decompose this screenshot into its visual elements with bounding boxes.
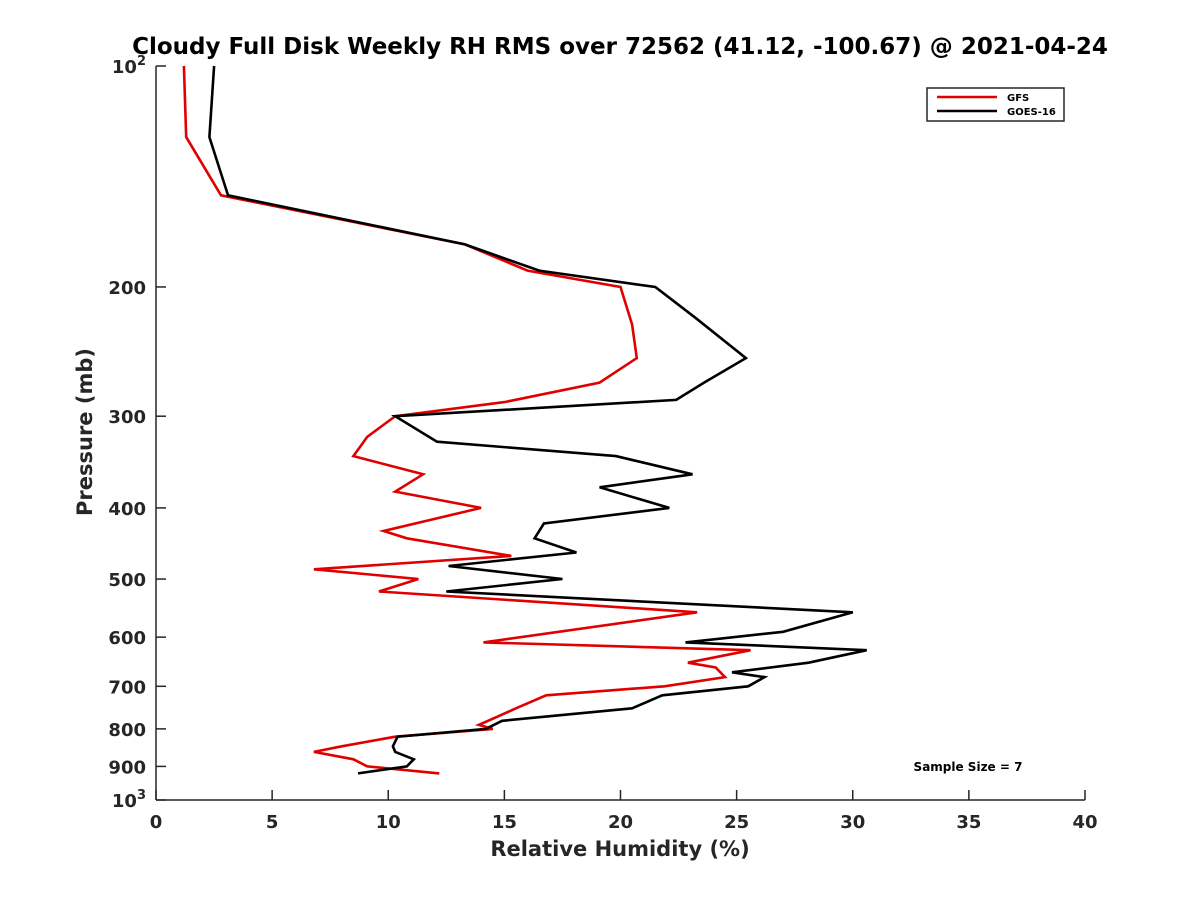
y-tick-label: 800 (108, 720, 146, 741)
x-axis-label: Relative Humidity (%) (490, 837, 749, 861)
x-tick-label: 25 (724, 812, 749, 833)
y-tick-label: 900 (108, 757, 146, 778)
x-tick-label: 30 (840, 812, 865, 833)
x-tick-label: 40 (1072, 812, 1097, 833)
series-line-gfs (182, 65, 751, 775)
y-tick-label: 103 (112, 788, 146, 812)
legend-label: GFS (1007, 93, 1029, 104)
x-tick-label: 15 (492, 812, 517, 833)
x-tick-label: 10 (376, 812, 401, 833)
y-axis-label: Pressure (mb) (73, 348, 97, 516)
axes-layer: 0 5 10 15 20 25 30 35 40 102 200 300 400 500 600 700 800… (108, 54, 1097, 833)
legend: GFS GOES-16 (926, 87, 1065, 122)
sample-size-annotation: Sample Size = 7 (914, 760, 1023, 774)
y-tick-label: 102 (112, 54, 146, 78)
chart-title: Cloudy Full Disk Weekly RH RMS over 7256… (132, 34, 1108, 60)
legend-box (926, 87, 1065, 122)
y-tick-label: 400 (108, 499, 146, 520)
series-layer (182, 65, 867, 775)
x-tick-label: 5 (266, 812, 279, 833)
y-tick-label: 700 (108, 677, 146, 698)
x-tick-label: 0 (150, 812, 163, 833)
y-tick-label: 600 (108, 628, 146, 649)
series-line-goes-16 (208, 65, 867, 775)
legend-label: GOES-16 (1007, 107, 1056, 118)
y-tick-label: 200 (108, 278, 146, 299)
y-tick-label: 300 (108, 407, 146, 428)
x-tick-label: 20 (608, 812, 633, 833)
y-tick-label: 500 (108, 570, 146, 591)
x-tick-label: 35 (956, 812, 981, 833)
